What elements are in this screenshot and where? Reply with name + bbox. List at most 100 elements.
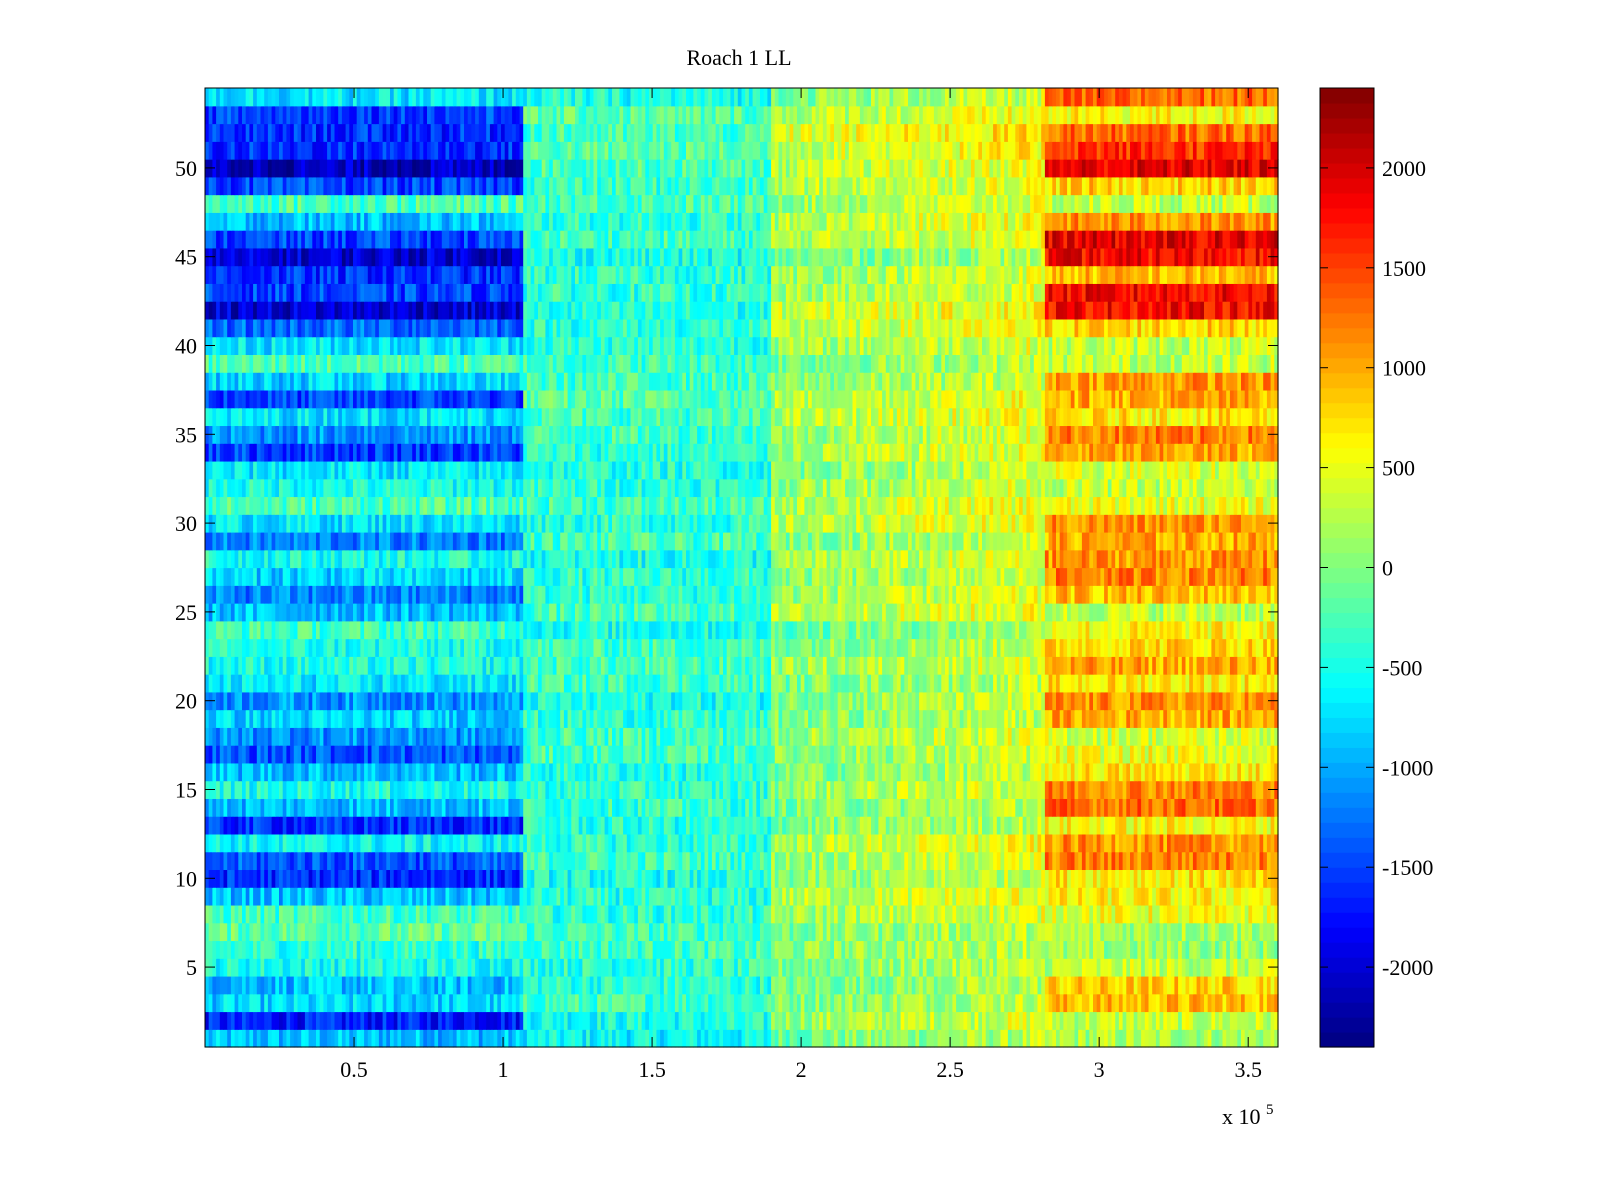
heatmap-cell <box>338 958 343 977</box>
heatmap-cell <box>1259 904 1264 924</box>
heatmap-cell <box>700 887 706 906</box>
heatmap-cell <box>334 745 339 764</box>
heatmap-cell <box>678 833 683 853</box>
heatmap-cell <box>878 833 883 853</box>
heatmap-cell <box>382 940 387 959</box>
heatmap-cell <box>1011 816 1016 835</box>
heatmap-cell <box>859 887 865 906</box>
heatmap-cell <box>956 833 961 853</box>
heatmap-cell <box>1044 833 1050 853</box>
heatmap-cell <box>1218 816 1224 835</box>
heatmap-cell <box>667 780 672 799</box>
heatmap-cell <box>238 833 243 853</box>
heatmap-cell <box>475 833 480 853</box>
heatmap-cell <box>989 1011 994 1030</box>
heatmap-cell <box>626 869 632 888</box>
heatmap-cell <box>1059 833 1064 853</box>
heatmap-cell <box>460 762 465 782</box>
heatmap-cell <box>893 762 898 782</box>
heatmap-cell <box>626 833 632 853</box>
heatmap-cell <box>434 958 439 977</box>
heatmap-cell <box>649 922 654 942</box>
heatmap-cell <box>1056 816 1061 835</box>
heatmap-cell <box>700 904 706 924</box>
heatmap-cell <box>1000 869 1005 888</box>
heatmap-cell <box>1100 1029 1105 1048</box>
heatmap-cell <box>1170 940 1175 959</box>
heatmap-cell <box>378 851 384 871</box>
heatmap-cell <box>1207 904 1212 924</box>
heatmap-cell <box>253 887 258 906</box>
heatmap-cell <box>538 1011 543 1030</box>
heatmap-cell <box>427 780 432 799</box>
heatmap-cell <box>316 851 321 871</box>
heatmap-cell <box>316 869 321 888</box>
heatmap-cell <box>978 940 983 959</box>
heatmap-cell <box>393 922 398 942</box>
heatmap-cell <box>397 727 402 746</box>
heatmap-cell <box>1096 745 1101 764</box>
heatmap-cell <box>227 727 232 746</box>
heatmap-cell <box>486 816 491 835</box>
heatmap-cell <box>371 958 376 977</box>
heatmap-cell <box>219 887 225 906</box>
heatmap-cell <box>242 940 247 959</box>
heatmap-cell <box>760 851 765 871</box>
heatmap-cell <box>704 940 709 959</box>
heatmap-cell <box>541 762 546 782</box>
heatmap-cell <box>393 780 398 799</box>
heatmap-cell <box>264 851 269 871</box>
heatmap-cell <box>1211 887 1216 906</box>
heatmap-cell <box>1078 816 1083 835</box>
heatmap-cell <box>242 887 247 906</box>
heatmap-cell <box>837 922 842 942</box>
heatmap-cell <box>208 975 213 995</box>
heatmap-cell <box>245 904 250 924</box>
heatmap-cell <box>260 958 265 977</box>
heatmap-cell <box>427 833 432 853</box>
heatmap-cell <box>830 869 835 888</box>
heatmap-cell <box>752 940 757 959</box>
heatmap-cell <box>1067 940 1072 959</box>
heatmap-cell <box>893 816 898 835</box>
heatmap-cell <box>889 993 894 1013</box>
heatmap-cell <box>1200 798 1205 817</box>
heatmap-cell <box>752 798 757 817</box>
heatmap-cell <box>512 1029 517 1048</box>
heatmap-cell <box>360 887 365 906</box>
heatmap-cell <box>423 798 428 817</box>
heatmap-cell <box>493 851 498 871</box>
heatmap-cell <box>893 833 898 853</box>
heatmap-cell <box>327 993 332 1013</box>
heatmap-cell <box>993 762 998 782</box>
heatmap-cell <box>974 887 979 906</box>
heatmap-cell <box>789 762 794 782</box>
heatmap-cell <box>493 1011 498 1030</box>
heatmap-cell <box>1056 1011 1061 1030</box>
heatmap-cell <box>719 869 724 888</box>
heatmap-cell <box>571 745 576 764</box>
heatmap-cell <box>678 904 683 924</box>
heatmap-cell <box>800 993 805 1013</box>
heatmap-cell <box>834 1029 839 1048</box>
heatmap-cell <box>312 851 317 871</box>
heatmap-cell <box>867 904 872 924</box>
heatmap-cell <box>353 762 358 782</box>
heatmap-cell <box>464 869 469 888</box>
heatmap-cell <box>508 851 513 871</box>
heatmap-cell <box>545 1029 550 1048</box>
heatmap-cell <box>1181 1011 1187 1030</box>
heatmap-cell <box>1041 922 1046 942</box>
heatmap-cell <box>826 833 831 853</box>
heatmap-cell <box>375 904 380 924</box>
heatmap-cell <box>649 887 654 906</box>
heatmap-cell <box>704 833 709 853</box>
heatmap-cell <box>538 816 543 835</box>
heatmap-cell <box>686 922 691 942</box>
heatmap-cell <box>974 904 979 924</box>
heatmap-cell <box>678 869 683 888</box>
heatmap-cell <box>330 993 336 1013</box>
heatmap-cell <box>438 780 443 799</box>
heatmap-cell <box>652 816 657 835</box>
